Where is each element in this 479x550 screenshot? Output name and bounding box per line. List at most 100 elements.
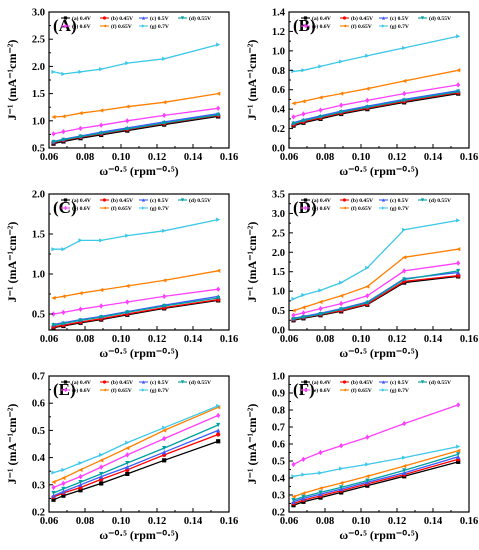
data-point (51, 295, 56, 301)
data-point (99, 471, 104, 477)
x-tick-label: 0.08 (316, 152, 334, 163)
data-point (99, 108, 104, 113)
data-point (339, 466, 344, 471)
legend-marker (420, 16, 425, 20)
series-line (53, 424, 219, 494)
x-tick-label: 0.08 (76, 152, 94, 163)
chart-panel-c: 0.06 0.08 0.10 0.12 0.14 0.16 0.5 1.0 1.5 2.0 ω⁻⁰·… (5, 190, 238, 361)
data-point (162, 100, 167, 105)
x-tick-label: 0.06 (280, 334, 298, 345)
series-line (53, 429, 219, 497)
legend-entry: (a) 0.4V (72, 197, 91, 204)
data-point (291, 474, 296, 479)
plot-frame (288, 11, 470, 149)
x-tick-label: 0.10 (112, 334, 130, 345)
x-tick-label: 0.08 (316, 516, 334, 527)
series-line (293, 453, 459, 501)
data-point (301, 111, 306, 117)
data-point (456, 247, 461, 252)
y-tick-label: 2.0 (32, 62, 45, 73)
legend-entry: (e) 0.6V (72, 205, 91, 212)
data-point (78, 134, 83, 139)
legend-marker (381, 388, 386, 392)
data-point (162, 303, 167, 309)
series-line (53, 115, 219, 145)
data-point (216, 217, 221, 222)
x-tick-label: 0.14 (184, 334, 203, 345)
data-point (99, 315, 104, 320)
legend-marker (303, 205, 308, 211)
data-point (61, 486, 66, 491)
legend-marker (420, 380, 425, 384)
data-point (291, 461, 296, 468)
data-point (61, 247, 66, 252)
data-point (318, 95, 323, 100)
data-point (318, 470, 323, 475)
series-line (293, 458, 459, 505)
y-axis-label: J⁻¹ (mA⁻¹cm⁻²) (245, 404, 259, 485)
data-point (301, 472, 306, 477)
x-tick-label: 0.14 (424, 516, 443, 527)
legend-marker (342, 380, 347, 384)
y-tick-label: 1.0 (272, 287, 285, 298)
y-tick-label: 3.5 (272, 190, 285, 201)
x-tick-label: 0.10 (112, 152, 130, 163)
legend-entry: (b) 0.45V (111, 379, 133, 386)
data-point (99, 303, 104, 309)
legend-entry: (a) 0.4V (72, 379, 91, 386)
data-point (291, 308, 296, 313)
legend-marker (381, 24, 386, 28)
data-point (402, 98, 407, 103)
y-tick-label: 1.5 (32, 230, 45, 241)
legend-entry: (d) 0.55V (429, 197, 451, 204)
series-line (53, 92, 219, 118)
data-point (99, 67, 104, 72)
data-point (291, 312, 296, 318)
x-tick-label: 0.08 (76, 516, 94, 527)
data-point (78, 482, 83, 487)
legend-entry: (b) 0.45V (351, 197, 373, 204)
x-tick-label: 0.06 (40, 152, 58, 163)
data-point (162, 112, 167, 119)
y-tick-label: 0.8 (272, 406, 285, 417)
data-point (162, 120, 167, 126)
data-point (291, 114, 296, 120)
data-point (99, 131, 104, 136)
data-point (402, 277, 407, 282)
data-point (318, 311, 323, 317)
data-point (365, 86, 370, 91)
x-tick-label: 0.16 (460, 152, 478, 163)
data-point (291, 498, 296, 503)
data-point (216, 286, 221, 292)
x-axis-label: ω⁻⁰·⁵ (rpm⁻⁰·⁵) (99, 346, 178, 360)
data-point (365, 53, 370, 58)
legend-marker (63, 205, 68, 211)
y-tick-label: 1.4 (272, 8, 286, 19)
data-point (162, 445, 167, 451)
legend-marker (303, 16, 308, 20)
data-point (78, 460, 83, 466)
x-tick-label: 0.16 (220, 516, 238, 527)
legend-entry: (f) 0.65V (111, 387, 132, 394)
data-point (365, 474, 370, 479)
data-point (402, 464, 407, 469)
data-point (365, 462, 370, 467)
data-point (318, 107, 323, 113)
data-point (216, 439, 221, 444)
legend-marker (63, 387, 68, 393)
x-tick-label: 0.06 (280, 516, 298, 527)
x-tick-label: 0.10 (112, 516, 130, 527)
data-point (402, 227, 407, 232)
x-tick-label: 0.14 (184, 516, 203, 527)
legend-entry: (c) 0.5V (390, 15, 409, 22)
data-point (216, 422, 221, 428)
y-tick-label: 0.4 (272, 474, 286, 485)
legend-marker (102, 388, 107, 392)
legend-marker (141, 380, 146, 384)
legend-marker (102, 198, 107, 202)
data-point (78, 479, 83, 485)
data-point (402, 468, 407, 473)
data-point (51, 131, 56, 137)
x-tick-label: 0.12 (388, 152, 406, 163)
data-point (402, 470, 407, 475)
